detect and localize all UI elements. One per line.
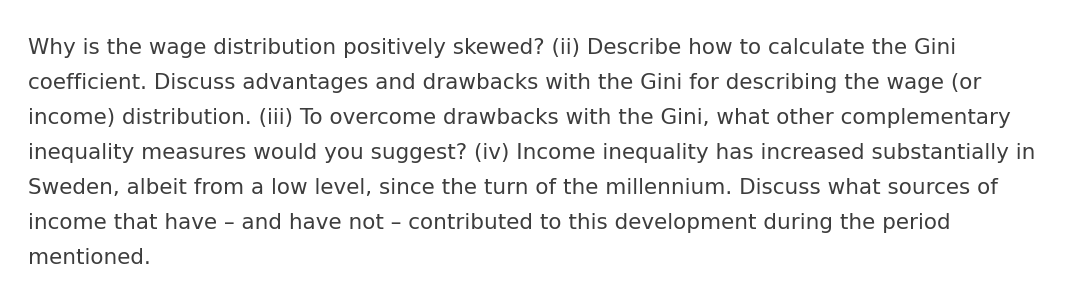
Text: income) distribution. (iii) To overcome drawbacks with the Gini, what other comp: income) distribution. (iii) To overcome … (28, 108, 1011, 128)
Text: Why is the wage distribution positively skewed? (ii) Describe how to calculate t: Why is the wage distribution positively … (28, 38, 956, 58)
Text: inequality measures would you suggest? (iv) Income inequality has increased subs: inequality measures would you suggest? (… (28, 143, 1036, 163)
Text: income that have – and have not – contributed to this development during the per: income that have – and have not – contri… (28, 213, 950, 233)
Text: coefficient. Discuss advantages and drawbacks with the Gini for describing the w: coefficient. Discuss advantages and draw… (28, 73, 982, 93)
Text: Sweden, albeit from a low level, since the turn of the millennium. Discuss what : Sweden, albeit from a low level, since t… (28, 178, 998, 198)
Text: mentioned.: mentioned. (28, 248, 151, 268)
